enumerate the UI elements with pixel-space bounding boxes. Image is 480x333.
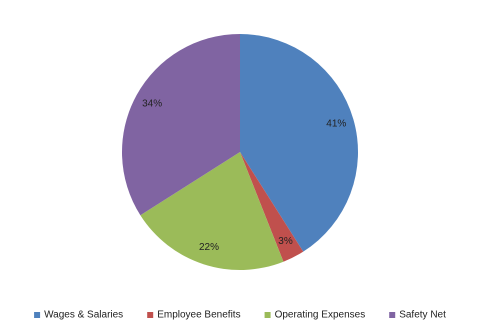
legend-swatch: [147, 312, 154, 318]
data-label: 34%: [142, 98, 162, 109]
data-label: 3%: [278, 236, 293, 247]
legend-label: Wages & Salaries: [44, 310, 123, 321]
legend-swatch: [264, 312, 271, 318]
data-label: 41%: [326, 119, 346, 130]
legend-swatch: [34, 312, 41, 318]
pie-slice: [122, 34, 240, 216]
pie-slice: [140, 152, 284, 270]
pie-slice: [240, 34, 359, 252]
legend-label: Operating Expenses: [275, 310, 366, 321]
pie-slice: [240, 152, 304, 262]
legend-label: Employee Benefits: [157, 310, 240, 321]
legend-label: Safety Net: [399, 310, 446, 321]
data-label: 22%: [199, 242, 219, 253]
legend-swatch: [389, 312, 396, 318]
